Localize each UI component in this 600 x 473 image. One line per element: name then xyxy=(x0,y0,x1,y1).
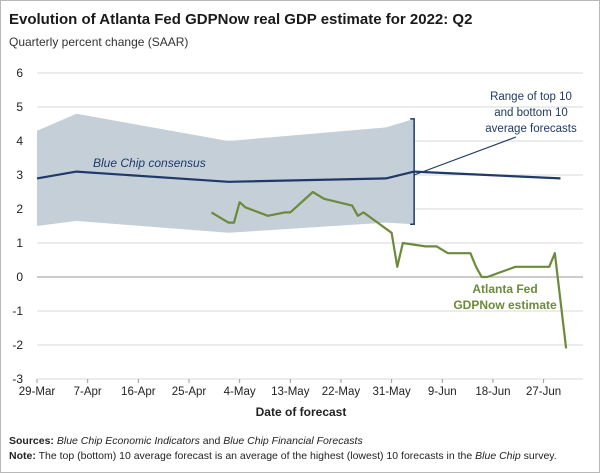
sources-label: Sources: xyxy=(9,435,54,447)
y-tick-label: 4 xyxy=(16,134,23,148)
x-tick-label: 16-Apr xyxy=(121,386,156,398)
y-tick-label: 6 xyxy=(16,66,23,80)
x-tick-label: 4-May xyxy=(224,386,256,398)
range-label-3: average forecasts xyxy=(485,123,577,135)
x-tick-label: 29-Mar xyxy=(19,386,56,398)
series-line-bluechip xyxy=(36,170,561,183)
x-axis-title: Date of forecast xyxy=(256,405,347,419)
note-italic: Blue Chip xyxy=(475,450,521,462)
gdpnow-label-1: Atlanta Fed xyxy=(472,282,537,296)
y-tick-label: -2 xyxy=(12,338,23,352)
source-1: Blue Chip Economic Indicators xyxy=(56,435,200,447)
range-pointer-line xyxy=(413,136,517,176)
y-tick-label: 1 xyxy=(16,236,23,250)
chart-notes: Sources: Blue Chip Economic Indicators a… xyxy=(9,434,594,464)
note-line: Note: The top (bottom) 10 average foreca… xyxy=(9,450,557,462)
y-axis-label: Quarterly percent change (SAAR) xyxy=(9,35,189,49)
x-tick-label: 18-Jun xyxy=(475,386,510,398)
x-tick-label: 31-May xyxy=(372,386,411,398)
x-tick-label: 27-Jun xyxy=(526,386,561,398)
range-band xyxy=(37,113,415,233)
source-2: Blue Chip Financial Forecasts xyxy=(223,435,363,447)
chart-svg: 6 5 4 3 2 1 0 -1 -2 -3 29-Mar 7-Apr 16-Apr 25-Apr 4-M… xyxy=(12,66,583,419)
sources-line: Sources: Blue Chip Economic Indicators a… xyxy=(9,434,594,449)
note-text-2: survey. xyxy=(523,450,557,462)
range-label-1: Range of top 10 xyxy=(490,91,572,103)
series-line-gdpnow xyxy=(210,190,568,349)
x-tick-label: 25-Apr xyxy=(172,386,207,398)
note-text-1: The top (bottom) 10 average forecast is … xyxy=(38,450,473,462)
y-tick-label: -3 xyxy=(12,372,23,386)
sources-and: and xyxy=(202,435,221,447)
chart-title: Evolution of Atlanta Fed GDPNow real GDP… xyxy=(9,11,473,28)
x-tick-labels: 29-Mar 7-Apr 16-Apr 25-Apr 4-May 13-May 22-May… xyxy=(19,379,561,398)
x-tick-label: 22-May xyxy=(322,386,361,398)
y-tick-label: 0 xyxy=(16,270,23,284)
y-tick-label: 3 xyxy=(16,168,23,182)
y-tick-label: 5 xyxy=(16,100,23,114)
y-tick-label: 2 xyxy=(16,202,23,216)
bluechip-label: Blue Chip consensus xyxy=(93,156,206,170)
note-label: Note: xyxy=(9,450,36,462)
x-tick-label: 9-Jun xyxy=(428,386,457,398)
range-label-2: and bottom 10 xyxy=(494,107,568,119)
y-tick-label: -1 xyxy=(12,304,23,318)
y-tick-labels: 6 5 4 3 2 1 0 -1 -2 -3 xyxy=(12,66,23,386)
gdpnow-label-2: GDPNow estimate xyxy=(453,298,557,312)
x-tick-label: 13-May xyxy=(271,386,310,398)
x-tick-label: 7-Apr xyxy=(74,386,102,398)
